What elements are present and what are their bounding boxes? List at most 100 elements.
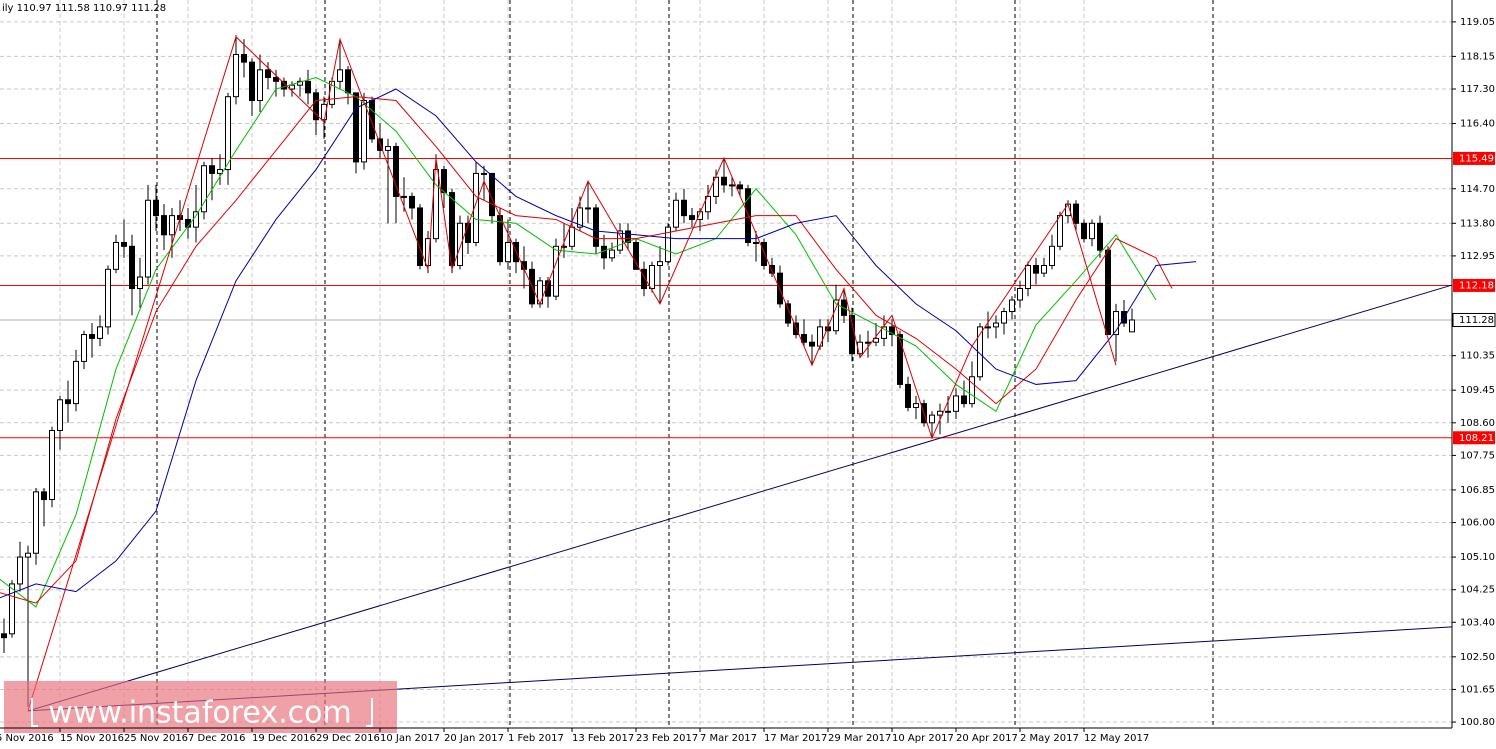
watermark: www.instaforex.com (48, 696, 351, 731)
candle-body (737, 184, 743, 190)
plot (0, 35, 1453, 712)
level-label: 112.18 (1459, 280, 1494, 291)
candle-body (337, 69, 343, 82)
x-tick-label: 5 Nov 2016 (0, 733, 54, 744)
candle-body (761, 241, 767, 266)
x-tick-label: 29 Mar 2017 (828, 733, 891, 744)
candle-body (705, 195, 711, 213)
candle-body (553, 245, 559, 297)
x-tick-label: 23 Feb 2017 (636, 733, 698, 744)
candle-body (73, 360, 79, 405)
x-tick-label: 10 Apr 2017 (892, 733, 954, 744)
candle-body (881, 326, 887, 339)
candle-body (953, 395, 959, 412)
y-tick-label: 113.80 (1460, 218, 1495, 229)
overlay-line (27, 284, 1453, 712)
x-tick-label: 20 Jan 2017 (444, 733, 504, 744)
candle-body (353, 92, 359, 163)
x-tick-label: 1 Feb 2017 (508, 733, 564, 744)
y-tick-label: 114.70 (1460, 184, 1495, 195)
candle-body (913, 403, 919, 408)
candle-body (17, 556, 23, 585)
y-tick-label: 106.85 (1460, 485, 1495, 496)
candle-body (417, 207, 423, 266)
candle-body (689, 215, 695, 220)
overlay-line (27, 35, 1117, 711)
y-tick-label: 110.35 (1460, 351, 1495, 362)
candle-body (1049, 245, 1055, 266)
x-tick-label: 29 Dec 2016 (316, 733, 380, 744)
candle-body (1081, 222, 1087, 240)
x-tick-label: 2 May 2017 (1020, 733, 1079, 744)
candle-body (769, 264, 775, 274)
candle-body (1041, 264, 1047, 274)
candle-body (905, 383, 911, 408)
candle-body (993, 322, 999, 328)
candle-body (569, 226, 575, 247)
x-tick-label: 12 May 2017 (1084, 733, 1149, 744)
candle-body (361, 100, 367, 163)
y-tick-label: 102.50 (1460, 652, 1495, 663)
candle-body (801, 334, 807, 343)
y-tick-label: 103.40 (1460, 617, 1495, 628)
x-tick-label: 20 Apr 2017 (956, 733, 1018, 744)
candle-body (121, 241, 127, 247)
candle-body (777, 272, 783, 305)
candle-body (129, 245, 135, 290)
candle-body (273, 76, 279, 82)
candle-body (593, 207, 599, 247)
x-tick-label: 13 Feb 2017 (572, 733, 634, 744)
candle-body (409, 195, 415, 209)
level-label-box (1453, 151, 1495, 165)
candle-body (33, 491, 39, 554)
overlay-line (0, 96, 1173, 604)
candle-body (473, 172, 479, 243)
candle-body (257, 69, 263, 102)
candle-body (753, 241, 759, 244)
price-label: 111.28 (1459, 315, 1494, 326)
x-tick-label: 7 Mar 2017 (700, 733, 757, 744)
candle-body (433, 169, 439, 240)
candle-body (1057, 215, 1063, 247)
candle-body (1001, 311, 1007, 324)
candle-body (985, 326, 991, 329)
candle-body (649, 264, 655, 290)
overlay-line (0, 88, 1197, 599)
candle-body (441, 169, 447, 194)
x-tick-label: 19 Dec 2016 (252, 733, 316, 744)
candle-body (1129, 319, 1135, 333)
y-tick-label: 101.65 (1460, 684, 1495, 695)
candle-body (369, 100, 375, 140)
candle-body (209, 165, 215, 174)
axis-labels: 119.05 118.15 117.30 116.40 114.70 113.80 112.… (0, 17, 1496, 744)
candle-body (641, 268, 647, 290)
candle-body (969, 376, 975, 405)
candle-body (41, 491, 47, 501)
candle-body (489, 172, 495, 217)
candle-body (225, 96, 231, 171)
candle-body (481, 172, 487, 175)
candle-body (665, 226, 671, 263)
candle-body (81, 334, 87, 362)
candle-body (1113, 311, 1119, 336)
x-tick-label: 25 Nov 2016 (124, 733, 188, 744)
y-tick-label: 106.00 (1460, 518, 1495, 529)
x-tick-label: 10 Jan 2017 (380, 733, 440, 744)
price-label-box (1452, 312, 1496, 327)
candle-body (1033, 264, 1039, 274)
y-tick-label: 119.05 (1460, 17, 1495, 28)
candle-body (393, 146, 399, 197)
y-tick-label: 109.45 (1460, 385, 1495, 396)
candle-body (505, 241, 511, 263)
candle-body (49, 429, 55, 501)
candle-body (241, 53, 247, 63)
watermark-brackets (31, 698, 373, 727)
candle-body (1073, 203, 1079, 224)
candle-body (161, 215, 167, 236)
candle-body (105, 268, 111, 328)
candle-body (681, 199, 687, 217)
candle-body (729, 184, 735, 187)
